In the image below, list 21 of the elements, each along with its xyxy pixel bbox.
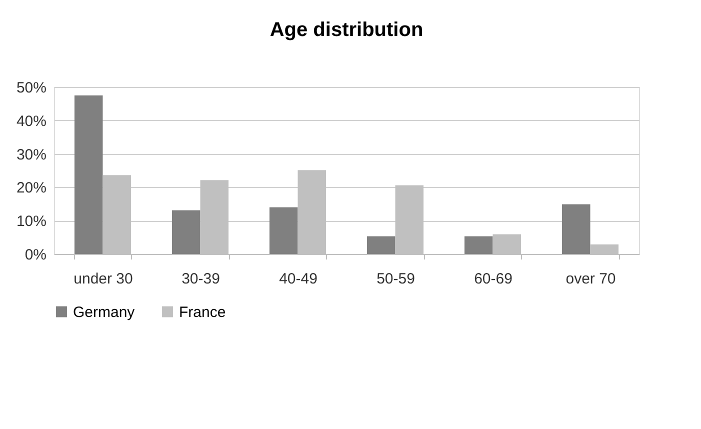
bar: [172, 210, 200, 254]
y-tick-label: 40%: [16, 112, 46, 130]
y-tick-label: 0%: [24, 246, 46, 264]
y-tick-label: 10%: [16, 213, 46, 230]
x-tick-label: 60-69: [474, 270, 512, 288]
chart-title: Age distribution: [270, 19, 424, 41]
x-tick-label: over 70: [566, 270, 616, 288]
y-tick-label: 20%: [16, 180, 46, 197]
bar: [464, 236, 493, 254]
bar: [562, 204, 590, 254]
bar: [269, 207, 298, 254]
x-tick-label: 50-59: [376, 270, 415, 288]
bar: [74, 95, 103, 254]
legend-label: France: [179, 304, 226, 321]
y-tick-label: 30%: [16, 146, 46, 164]
x-tick-label: 40-49: [279, 270, 318, 288]
x-tick-label: under 30: [74, 270, 133, 288]
bar: [366, 236, 396, 254]
x-tick-label: 30-39: [182, 270, 220, 288]
y-tick-label: 50%: [16, 80, 46, 96]
legend-label: Germany: [73, 304, 136, 321]
